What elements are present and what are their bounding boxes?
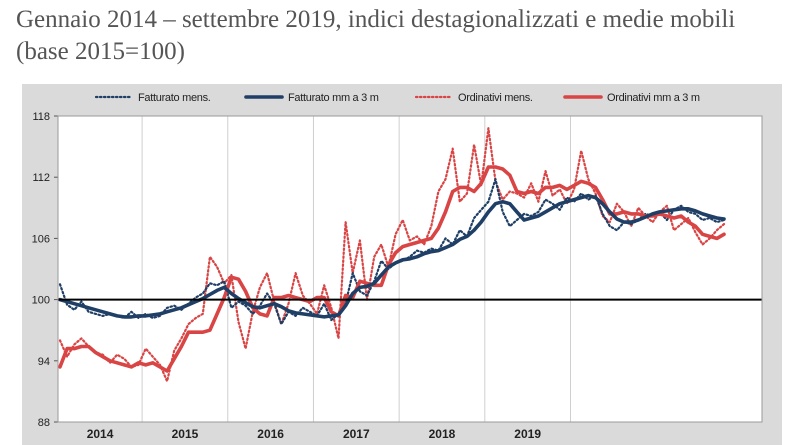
chart-title: Gennaio 2014 – settembre 2019, indici de… — [16, 6, 736, 65]
y-tick-label: 112 — [32, 172, 50, 184]
y-tick-label: 100 — [32, 295, 50, 307]
y-tick-label: 118 — [32, 111, 50, 123]
plot-area — [58, 116, 762, 422]
chart-panel: Fatturato mens. Fatturato mm a 3 m Ordinat… — [0, 80, 800, 445]
y-tick-label: 94 — [38, 356, 50, 368]
legend-label-0: Fatturato mens. — [138, 92, 211, 104]
y-tick-label: 88 — [38, 417, 50, 429]
year-grid — [141, 116, 571, 422]
x-axis: 2014 2015 2016 2017 2018 2019 — [87, 427, 542, 441]
x-tick-label: 2019 — [514, 427, 541, 441]
plot-border — [57, 115, 763, 423]
y-tick-label: 106 — [32, 233, 50, 245]
legend-label-1: Fatturato mm a 3 m — [288, 92, 379, 104]
legend: Fatturato mens. Fatturato mm a 3 m Ordinat… — [94, 92, 700, 104]
series-layer — [57, 115, 763, 423]
series-line-1 — [58, 193, 726, 319]
x-tick-label: 2014 — [87, 427, 114, 441]
legend-label-2: Ordinativi mens. — [458, 92, 533, 104]
legend-label-3: Ordinativi mm a 3 m — [607, 92, 700, 104]
x-tick-label: 2017 — [343, 427, 370, 441]
y-axis: 88 94 100 106 112 118 — [32, 111, 58, 429]
x-tick-label: 2018 — [429, 427, 456, 441]
x-tick-label: 2015 — [172, 427, 199, 441]
line-chart: Fatturato mens. Fatturato mm a 3 m Ordinat… — [22, 84, 782, 445]
x-tick-label: 2016 — [257, 427, 284, 441]
